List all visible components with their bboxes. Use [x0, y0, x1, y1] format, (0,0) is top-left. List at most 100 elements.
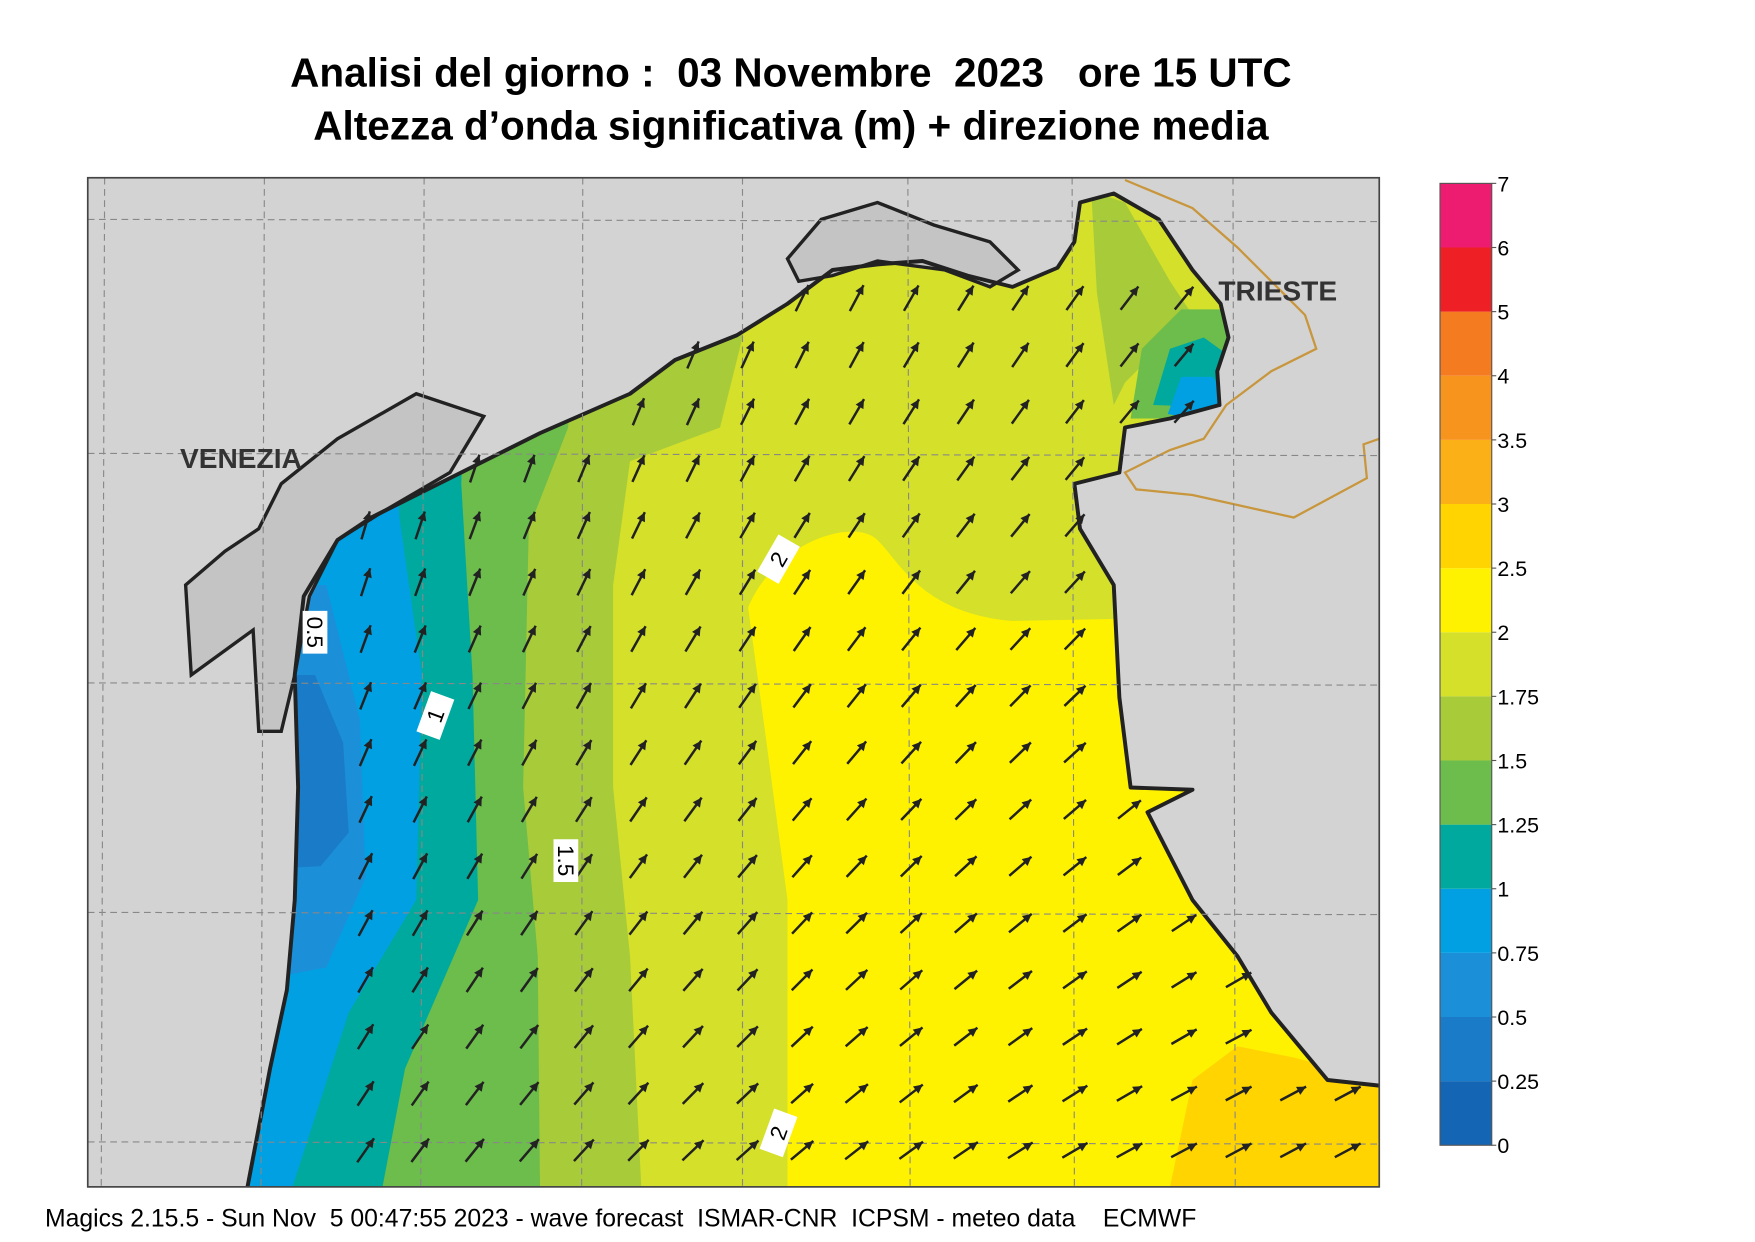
arrow — [1010, 513, 1031, 538]
arrow — [1173, 342, 1195, 367]
arrow — [411, 1023, 430, 1050]
color-bin — [1440, 311, 1492, 376]
arrow — [357, 966, 375, 994]
arrow — [522, 568, 537, 597]
arrow-head — [800, 284, 809, 296]
arrow-head — [856, 570, 866, 581]
arrow — [1009, 684, 1032, 708]
arrow — [410, 1137, 430, 1163]
arrow — [575, 682, 593, 710]
arrow — [1116, 970, 1143, 989]
arrow — [956, 398, 976, 425]
arrow-head — [911, 741, 922, 752]
arrow-head — [856, 684, 866, 695]
map — [87, 177, 1380, 1187]
arrow — [630, 625, 647, 653]
arrow-head — [528, 853, 538, 864]
arrow — [359, 681, 373, 710]
colorbar-label: 1 — [1497, 878, 1509, 902]
arrow — [684, 682, 702, 709]
arrow-head — [747, 855, 757, 865]
arrow — [846, 626, 867, 652]
arrow — [521, 739, 538, 767]
arrow — [791, 911, 814, 935]
arrow — [901, 569, 922, 595]
arrow — [1061, 1084, 1088, 1103]
arrow-head — [1186, 972, 1197, 981]
arrow — [1225, 1142, 1253, 1159]
arrow — [630, 511, 646, 540]
arrow-head — [639, 1139, 649, 1150]
arrow-head — [1350, 1086, 1361, 1095]
arrow-head — [692, 797, 702, 808]
arrow-head — [363, 625, 372, 636]
colorbar-label: 0.75 — [1497, 942, 1539, 966]
arrow — [848, 398, 866, 426]
arrow-head — [363, 796, 373, 807]
arrow-head — [363, 568, 372, 579]
arrow-head — [911, 798, 922, 809]
color-bin — [1440, 632, 1492, 697]
arrow — [359, 624, 372, 654]
arrow-head — [1129, 286, 1139, 297]
arrow — [1170, 1085, 1198, 1102]
arrow-head — [691, 341, 700, 352]
arrow — [1065, 342, 1085, 368]
arrow — [846, 683, 867, 709]
arrow-head — [858, 1141, 869, 1151]
arrow — [627, 1024, 649, 1049]
arrow — [576, 511, 591, 540]
arrow — [1225, 1028, 1253, 1045]
band — [1091, 193, 1193, 405]
arrow-head — [582, 569, 591, 580]
arrow — [464, 1138, 485, 1163]
arrow-head — [584, 1139, 594, 1150]
arrow-head — [1296, 1086, 1307, 1095]
arrow — [520, 853, 539, 880]
arrow — [467, 682, 483, 710]
arrow-head — [1022, 1085, 1033, 1095]
arrow — [627, 1139, 650, 1162]
arrow-head — [965, 456, 975, 467]
arrow-head — [748, 1140, 759, 1150]
arrow-head — [582, 740, 592, 751]
arrow — [521, 682, 538, 710]
arrow — [953, 1083, 979, 1104]
arrow — [574, 910, 594, 936]
arrow-head — [1077, 1028, 1088, 1038]
arrow-head — [1075, 685, 1086, 696]
arrow-head — [1020, 399, 1029, 410]
color-bin — [1440, 568, 1492, 633]
arrow — [357, 852, 374, 880]
color-bin — [1440, 247, 1492, 312]
arrow-head — [418, 796, 427, 807]
colorbar-frame — [1439, 182, 1493, 1146]
arrow-head — [527, 682, 537, 693]
arrow-head — [910, 456, 920, 467]
arrow-head — [1076, 799, 1087, 810]
arrow — [628, 967, 649, 992]
color-bin — [1440, 439, 1492, 504]
arrow-head — [802, 855, 812, 866]
arrow-head — [419, 1081, 429, 1092]
colorbar-label: 2.5 — [1497, 557, 1527, 581]
arrow — [1173, 399, 1195, 424]
arrow-head — [1184, 286, 1194, 297]
arrow — [1007, 970, 1033, 990]
arrow-head — [911, 684, 921, 695]
arrow — [953, 1141, 979, 1160]
frame — [86, 176, 1381, 1188]
label-box — [759, 1108, 798, 1158]
arrow — [900, 798, 923, 821]
arrow — [1008, 912, 1033, 934]
arrow-head — [474, 967, 483, 978]
arrow — [954, 798, 978, 821]
arrow — [846, 740, 868, 765]
color-bin — [1440, 375, 1492, 440]
arrow-head — [964, 285, 974, 296]
arrow-head — [529, 1139, 539, 1149]
arrow-head — [637, 797, 647, 808]
arrow-head — [581, 455, 591, 466]
arrow-head — [1075, 457, 1085, 468]
arrow — [1009, 570, 1031, 595]
